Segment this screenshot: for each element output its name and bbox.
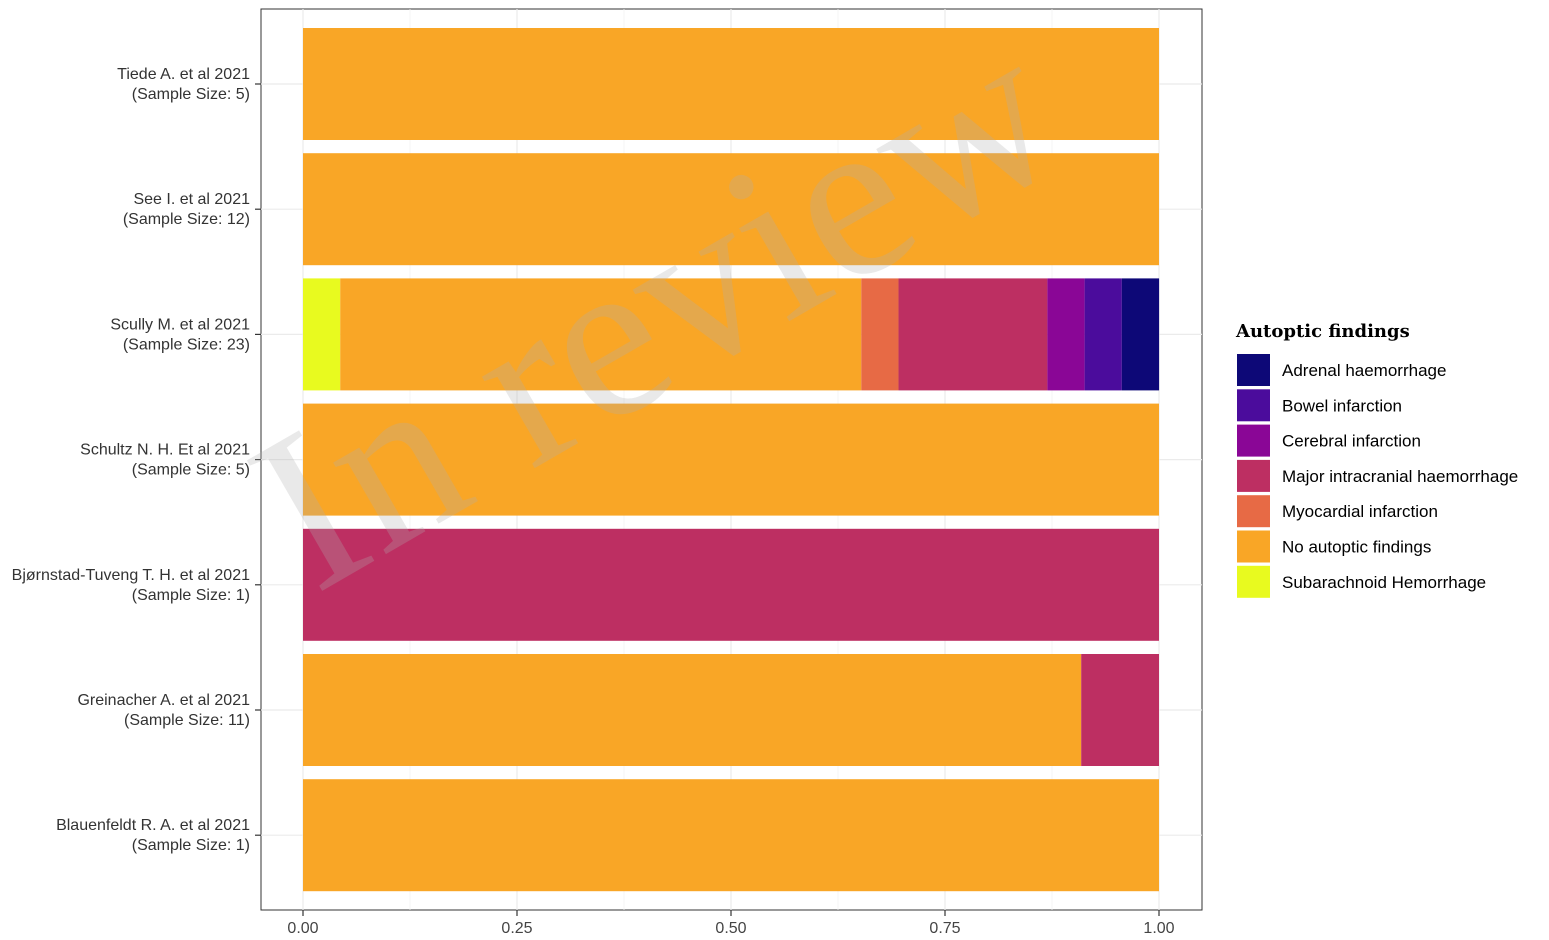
legend-swatch: [1237, 354, 1270, 386]
bar-segment: [861, 278, 899, 391]
y-tick-label: Tiede A. et al 2021: [117, 66, 250, 83]
category-labels: Tiede A. et al 2021 (Sample Size: 5) See I…: [12, 66, 261, 854]
legend-title: Autoptic findings: [1235, 321, 1410, 342]
y-tick-sample-size: (Sample Size: 5): [132, 86, 250, 103]
legend-label: Subarachnoid Hemorrhage: [1282, 573, 1486, 592]
legend-label: No autoptic findings: [1282, 538, 1431, 557]
legend-swatch: [1237, 389, 1270, 422]
bar-segment: [898, 278, 1048, 391]
legend-label: Adrenal haemorrhage: [1282, 361, 1446, 380]
x-tick-label: 0.75: [929, 920, 960, 937]
bar-segment: [1084, 278, 1122, 391]
y-tick-sample-size: (Sample Size: 23): [123, 336, 250, 353]
bar-segment: [303, 278, 341, 391]
bar-segment: [1121, 278, 1160, 391]
y-tick-sample-size: (Sample Size: 12): [123, 211, 250, 228]
y-tick-sample-size: (Sample Size: 11): [124, 712, 250, 729]
bar-segment: [303, 28, 1159, 140]
bar-segment: [303, 403, 1159, 516]
bars: [303, 28, 1160, 892]
bar-segment: [303, 528, 1159, 641]
bar-segment: [303, 779, 1159, 892]
y-tick-sample-size: (Sample Size: 5): [132, 462, 250, 479]
y-tick-label: See I. et al 2021: [133, 191, 250, 208]
legend-swatch: [1237, 530, 1270, 563]
x-axis: 0.00 0.25 0.50 0.75 1.00: [287, 910, 1175, 937]
legend-label: Bowel infarction: [1282, 396, 1402, 415]
bar-segment: [1081, 654, 1159, 766]
y-tick-label: Greinacher A. et al 2021: [77, 692, 250, 709]
legend-label: Major intracranial haemorrhage: [1282, 467, 1518, 486]
bar-segment: [1047, 278, 1085, 391]
bar-segment: [303, 654, 1082, 766]
legend-label: Myocardial infarction: [1282, 502, 1438, 521]
y-tick-label: Bjørnstad-Tuveng T. H. et al 2021: [12, 567, 250, 584]
legend-swatch: [1237, 424, 1270, 457]
legend-swatch: [1237, 459, 1270, 492]
y-tick-sample-size: (Sample Size: 1): [132, 587, 250, 604]
legend-swatch: [1237, 565, 1270, 598]
bar-segment: [303, 153, 1159, 266]
legend: Autoptic findings Adrenal haemorrhage Bow…: [1235, 321, 1518, 598]
y-tick-label: Schultz N. H. Et al 2021: [80, 442, 250, 459]
legend-label: Cerebral infarction: [1282, 432, 1421, 451]
x-tick-label: 0.50: [715, 920, 746, 937]
y-tick-label: Blauenfeldt R. A. et al 2021: [56, 817, 250, 834]
x-tick-label: 0.25: [501, 920, 532, 937]
y-tick-label: Scully M. et al 2021: [110, 316, 250, 333]
legend-swatch: [1237, 495, 1270, 528]
bar-segment: [340, 278, 862, 391]
x-tick-label: 1.00: [1143, 920, 1174, 937]
y-tick-sample-size: (Sample Size: 1): [132, 837, 250, 854]
x-tick-label: 0.00: [287, 920, 318, 937]
